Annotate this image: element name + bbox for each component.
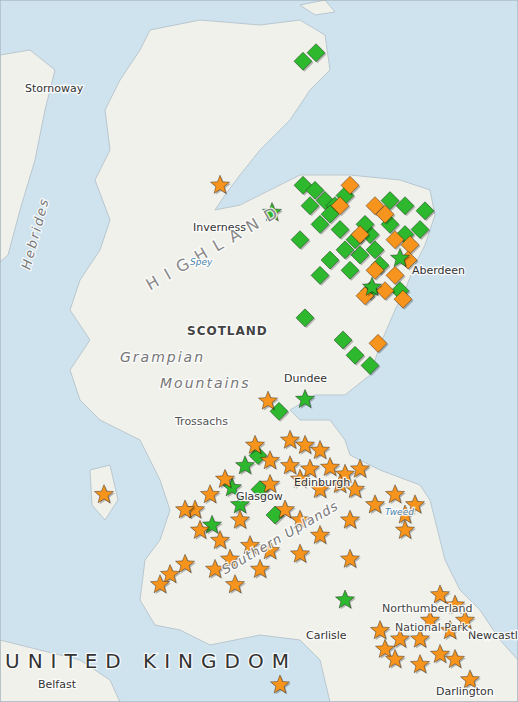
svg-text:Carlisle: Carlisle xyxy=(306,629,347,642)
svg-text:HIGHLAND: HIGHLAND xyxy=(143,199,289,294)
svg-text:Glasgow: Glasgow xyxy=(236,490,283,503)
svg-text:Southern Uplands: Southern Uplands xyxy=(219,498,341,577)
svg-text:Northumberland: Northumberland xyxy=(382,602,472,615)
svg-text:Dundee: Dundee xyxy=(284,372,327,385)
svg-text:Newcastle: Newcastle xyxy=(468,629,510,642)
svg-text:Spey: Spey xyxy=(190,257,213,267)
svg-text:UNITED KINGDOM: UNITED KINGDOM xyxy=(8,649,297,673)
svg-text:Belfast: Belfast xyxy=(38,678,77,691)
svg-text:National Park: National Park xyxy=(395,621,469,634)
svg-text:Hebrides: Hebrides xyxy=(18,196,52,271)
svg-text:Mountains: Mountains xyxy=(160,375,251,391)
svg-text:Aberdeen: Aberdeen xyxy=(412,264,465,277)
svg-text:Grampian: Grampian xyxy=(120,349,205,365)
svg-text:Trossachs: Trossachs xyxy=(174,415,228,428)
svg-text:Darlington: Darlington xyxy=(436,685,494,698)
svg-text:SCOTLAND: SCOTLAND xyxy=(187,324,268,338)
svg-text:Tweed: Tweed xyxy=(385,507,414,517)
svg-text:Edinburgh: Edinburgh xyxy=(294,476,350,489)
svg-text:Stornoway: Stornoway xyxy=(25,82,84,95)
